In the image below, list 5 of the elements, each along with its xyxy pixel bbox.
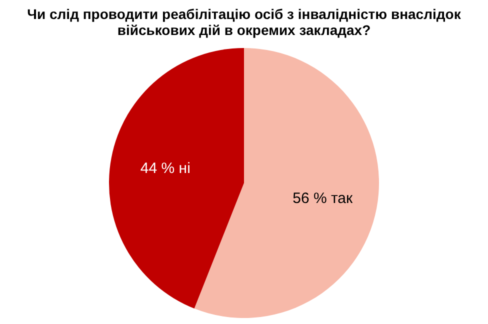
pie-slice xyxy=(109,48,244,309)
pie-slice xyxy=(194,48,379,318)
slice-label: 44 % ні xyxy=(140,160,190,178)
chart-title: Чи слід проводити реабілітацію осіб з інвалідністю внаслідок військових дій в окремих закладах? xyxy=(27,6,462,38)
slice-label: 56 % так xyxy=(292,190,353,207)
